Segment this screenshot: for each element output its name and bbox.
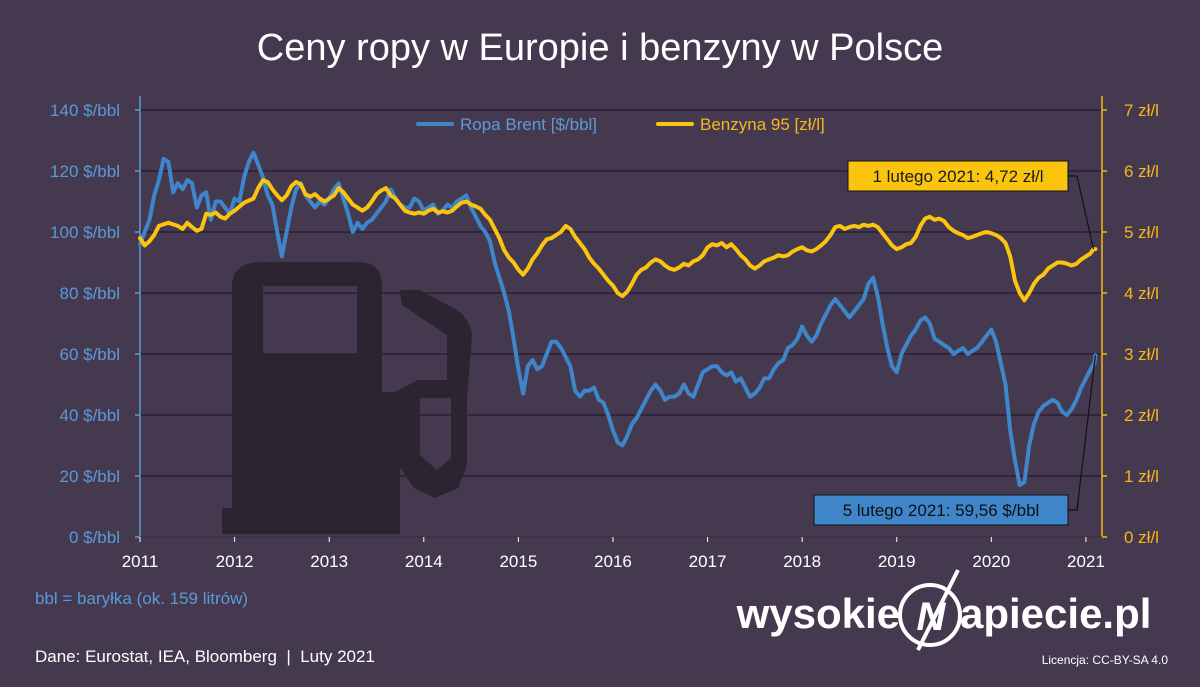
left-axis-tick-label: 140 $/bbl	[50, 101, 120, 120]
annotation-label: 1 lutego 2021: 4,72 zł/l	[872, 167, 1043, 186]
x-axis-tick-label: 2018	[783, 552, 821, 571]
legend: Ropa Brent [$/bbl] Benzyna 95 [zł/l]	[416, 115, 825, 134]
x-axis-tick-label: 2020	[972, 552, 1010, 571]
brand-text-right: apiecie.pl	[960, 590, 1151, 637]
series-layer	[138, 150, 1098, 488]
right-axis-tick-label: 0 zł/l	[1124, 528, 1159, 547]
annotations: 1 lutego 2021: 4,72 zł/l 5 lutego 2021: 5…	[813, 160, 1096, 526]
left-axis-tick-label: 60 $/bbl	[60, 345, 121, 364]
x-axis-tick-label: 2016	[594, 552, 632, 571]
annotation-label: 5 lutego 2021: 59,56 $/bbl	[843, 501, 1040, 520]
brand-text-left: wysokie	[736, 590, 900, 637]
x-axis-tick-label: 2012	[216, 552, 254, 571]
x-axis-tick-label: 2014	[405, 552, 443, 571]
right-axis-tick-label: 4 zł/l	[1124, 284, 1159, 303]
annotation-connector	[1068, 175, 1095, 250]
source-note: Dane: Eurostat, IEA, Bloomberg | Luty 20…	[35, 647, 375, 666]
left-axis-tick-label: 120 $/bbl	[50, 162, 120, 181]
left-axis-tick-label: 80 $/bbl	[60, 284, 121, 303]
license: Licencja: CC-BY-SA 4.0	[1042, 653, 1169, 667]
legend-label-brent: Ropa Brent [$/bbl]	[460, 115, 597, 134]
lightning-n-logo-icon: N	[898, 569, 962, 651]
annotation-box	[813, 494, 1069, 526]
x-axis-tick-label: 2013	[310, 552, 348, 571]
left-axis-tick-label: 0 $/bbl	[69, 528, 120, 547]
annotation-connector	[1068, 355, 1096, 511]
axes: 0 $/bbl 20 $/bbl 40 $/bbl 60 $/bbl 80 $/bbl 1…	[50, 96, 1159, 571]
x-axis-tick-label: 2017	[689, 552, 727, 571]
left-axis-tick-label: 40 $/bbl	[60, 406, 121, 425]
fuel-pump-icon	[222, 262, 472, 534]
annotation-box	[847, 160, 1069, 192]
brand-logo: wysokie N apiecie.pl	[736, 569, 1151, 651]
x-axis-tick-label: 2019	[878, 552, 916, 571]
x-axis-tick-label: 2021	[1067, 552, 1105, 571]
left-axis-tick-label: 100 $/bbl	[50, 223, 120, 242]
x-axis-tick-label: 2011	[122, 552, 159, 571]
left-axis-tick-label: 20 $/bbl	[60, 467, 121, 486]
unit-note: bbl = baryłka (ok. 159 litrów)	[35, 589, 248, 608]
right-axis-tick-label: 3 zł/l	[1124, 345, 1159, 364]
x-axis-tick-label: 2015	[499, 552, 537, 571]
series-line-benzyna	[138, 178, 1098, 303]
right-axis-tick-label: 1 zł/l	[1124, 467, 1159, 486]
right-axis-tick-label: 2 zł/l	[1124, 406, 1159, 425]
right-axis-tick-label: 6 zł/l	[1124, 162, 1159, 181]
legend-label-benzyna: Benzyna 95 [zł/l]	[700, 115, 825, 134]
right-axis-tick-label: 5 zł/l	[1124, 223, 1159, 242]
chart-title: Ceny ropy w Europie i benzyny w Polsce	[257, 27, 943, 69]
logo-letter: N	[917, 595, 947, 639]
right-axis-tick-label: 7 zł/l	[1124, 101, 1159, 120]
